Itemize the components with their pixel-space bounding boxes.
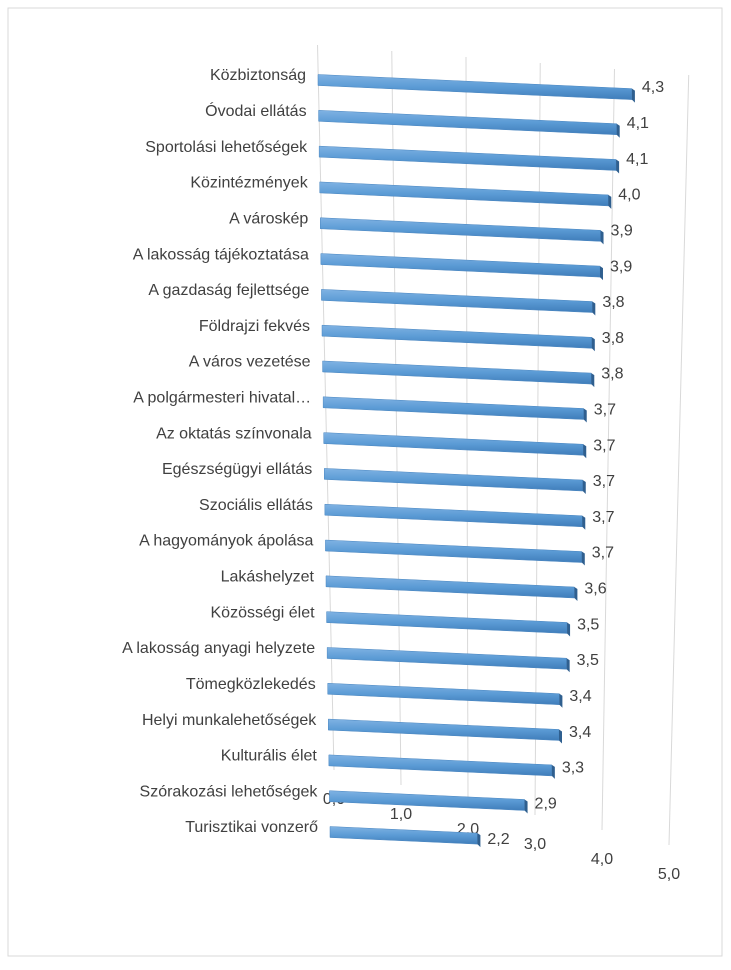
data-label: 3,7 (592, 545, 614, 562)
category-label: Óvodai ellátás (205, 101, 306, 120)
data-label: 3,8 (601, 366, 623, 383)
bar-end (600, 230, 604, 245)
bar-end (583, 408, 587, 423)
bar-end (608, 194, 612, 209)
data-label: 3,3 (562, 760, 584, 777)
category-label: Sportolási lehetőségek (145, 139, 308, 156)
data-label: 4,0 (618, 187, 640, 204)
category-label: A gazdaság fejlettsége (148, 282, 309, 299)
category-label: Egészségügyi ellátás (162, 461, 312, 478)
data-label: 3,5 (577, 652, 599, 669)
grid-line (465, 56, 469, 801)
category-label: Földrajzi fekvés (199, 318, 310, 335)
category-label: Közösségi élet (211, 604, 316, 621)
bar-end (477, 833, 481, 848)
category-label: Közbiztonság (210, 67, 306, 84)
data-label: 3,4 (569, 724, 591, 741)
data-label: 3,6 (584, 581, 606, 598)
category-label: Tömegközlekedés (186, 676, 316, 693)
data-label: 3,4 (569, 688, 591, 705)
bar-end (559, 729, 562, 744)
x-tick-label: 1,0 (390, 806, 412, 823)
grid-line (391, 50, 402, 786)
x-tick-label: 4,0 (591, 851, 613, 868)
data-label: 2,2 (487, 831, 509, 848)
category-label: Szórakozási lehetőségek (140, 783, 319, 800)
category-label: A városkép (229, 210, 308, 227)
category-label: A lakosság anyagi helyzete (122, 640, 315, 657)
bar-end (551, 764, 555, 779)
category-label: Kulturális élet (221, 748, 318, 765)
grid-line (668, 74, 690, 846)
bar-end (616, 159, 620, 174)
bar-end (599, 266, 603, 281)
bar-end (566, 658, 570, 673)
bar-end (631, 88, 635, 103)
bar-end (591, 337, 595, 352)
x-tick-label: 3,0 (524, 836, 546, 853)
bar-end (582, 515, 586, 530)
bar-end (592, 301, 596, 316)
data-label: 3,8 (602, 294, 624, 311)
data-label: 3,7 (594, 402, 616, 419)
category-label: Az oktatás színvonala (156, 425, 312, 442)
data-label: 3,9 (610, 258, 632, 275)
data-label: 3,7 (593, 437, 615, 454)
category-label: A város vezetése (189, 354, 311, 371)
data-label: 3,5 (577, 616, 599, 633)
bar-end (567, 622, 571, 637)
category-label: Helyi munkalehetőségek (142, 712, 317, 729)
category-label: A lakosság tájékoztatása (133, 246, 309, 263)
data-label: 3,9 (611, 222, 633, 239)
category-label: A polgármesteri hivatal… (133, 390, 311, 407)
bar-end (524, 799, 528, 814)
data-label: 4,1 (626, 151, 648, 168)
category-label: Közintézmények (190, 175, 308, 192)
data-label: 3,7 (592, 509, 614, 526)
data-label: 4,1 (627, 115, 649, 132)
category-label: A hagyományok ápolása (139, 533, 313, 550)
data-label: 2,9 (535, 795, 557, 812)
bar-end (616, 123, 620, 138)
bar-end (591, 373, 595, 388)
data-label: 3,8 (602, 330, 624, 347)
data-label: 3,7 (593, 473, 615, 490)
grid-line (534, 62, 541, 816)
grid-line (601, 68, 615, 831)
bar-end (582, 480, 586, 495)
bar-end (574, 587, 578, 602)
data-label: 4,3 (642, 79, 664, 96)
category-label: Turisztikai vonzerő (185, 819, 318, 836)
bar-end (583, 444, 587, 459)
category-label: Lakáshelyzet (221, 569, 315, 586)
bar-end (559, 693, 563, 708)
category-label: Szociális ellátás (199, 497, 313, 514)
x-tick-label: 5,0 (658, 866, 680, 883)
bar-end (581, 551, 585, 566)
